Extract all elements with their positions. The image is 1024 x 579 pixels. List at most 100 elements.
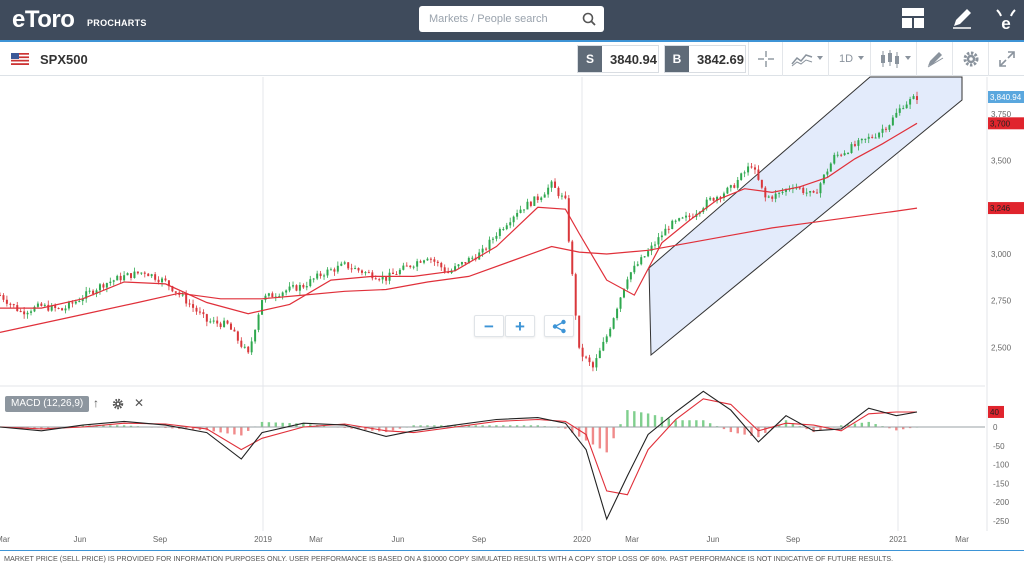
histogram-bar-positive bbox=[467, 425, 471, 427]
candle-up bbox=[716, 196, 719, 201]
indicators-button[interactable] bbox=[870, 42, 916, 76]
candle-up bbox=[726, 187, 729, 194]
candle-up bbox=[616, 308, 619, 319]
candle-down bbox=[302, 284, 305, 288]
candle-down bbox=[371, 272, 374, 279]
time-tick-label: Sep bbox=[786, 535, 801, 544]
time-tick-label: Sep bbox=[153, 535, 168, 544]
zoom-out-button[interactable]: − bbox=[474, 315, 504, 337]
candle-down bbox=[136, 271, 139, 274]
share-button[interactable] bbox=[544, 315, 574, 337]
histogram-bar-negative bbox=[233, 427, 236, 435]
candle-up bbox=[660, 235, 663, 238]
candle-up bbox=[95, 290, 98, 294]
histogram-bar-positive bbox=[122, 425, 126, 427]
candle-up bbox=[298, 284, 301, 291]
macd-indicator-label[interactable]: MACD (12,26,9) bbox=[5, 396, 90, 412]
ascending-channel[interactable] bbox=[648, 76, 963, 357]
candle-down bbox=[357, 268, 360, 271]
histogram-bar-positive bbox=[481, 425, 484, 427]
candle-up bbox=[509, 222, 512, 226]
candle-up bbox=[105, 283, 108, 288]
etoro-logo[interactable]: eToro bbox=[12, 6, 75, 33]
close-icon[interactable]: ✕ bbox=[134, 396, 145, 410]
up-arrow-icon[interactable]: ↑ bbox=[93, 396, 99, 410]
candle-down bbox=[198, 311, 201, 313]
search-box[interactable]: Markets / People search bbox=[419, 6, 604, 32]
candle-down bbox=[464, 262, 467, 264]
candle-down bbox=[319, 273, 322, 277]
histogram-bar-positive bbox=[529, 425, 533, 427]
candle-up bbox=[354, 268, 357, 270]
candle-down bbox=[760, 179, 763, 188]
histogram-bar-positive bbox=[412, 425, 415, 427]
sell-price-box[interactable]: S 3840.94 bbox=[577, 45, 659, 73]
histogram-bar-positive bbox=[509, 425, 512, 427]
candle-up bbox=[740, 173, 743, 180]
search-icon[interactable] bbox=[582, 12, 596, 26]
histogram-bar-negative bbox=[743, 427, 746, 435]
time-tick-label: Jun bbox=[74, 535, 87, 544]
layout-icon[interactable] bbox=[902, 8, 924, 28]
price-tag-bg bbox=[988, 91, 1024, 103]
candle-up bbox=[664, 228, 667, 236]
candle-up bbox=[398, 269, 401, 275]
chevron-down-icon bbox=[817, 56, 823, 60]
candle-up bbox=[678, 218, 681, 221]
macd-axis: 0 -50 -100 -150 -200 -250 bbox=[993, 423, 1010, 526]
candle-down bbox=[195, 307, 198, 312]
drawing-tools-button[interactable] bbox=[916, 42, 952, 76]
candle-down bbox=[240, 340, 243, 347]
candle-up bbox=[316, 273, 319, 279]
candle-down bbox=[443, 267, 446, 272]
candle-up bbox=[112, 280, 115, 282]
candle-up bbox=[654, 244, 656, 246]
candle-up bbox=[88, 290, 91, 292]
histogram-bar-positive bbox=[474, 425, 477, 427]
candle-up bbox=[98, 284, 101, 291]
histogram-bar-positive bbox=[274, 422, 277, 427]
candle-up bbox=[523, 209, 525, 211]
candle-up bbox=[895, 112, 898, 118]
fullscreen-button[interactable] bbox=[988, 42, 1024, 76]
candle-down bbox=[529, 201, 532, 206]
settings-button[interactable] bbox=[952, 42, 988, 76]
buy-tag: B bbox=[665, 46, 689, 72]
candles bbox=[0, 91, 918, 372]
candle-up bbox=[626, 279, 629, 289]
candle-up bbox=[857, 140, 860, 146]
gear-icon[interactable] bbox=[112, 398, 124, 410]
buy-price-box[interactable]: B 3842.69 bbox=[664, 45, 746, 73]
candle-up bbox=[864, 138, 867, 140]
candle-down bbox=[853, 144, 856, 146]
pencil-icon[interactable] bbox=[950, 6, 974, 30]
price-tags: 3,840.94 3,700 3,246 40 bbox=[988, 91, 1024, 418]
candle-up bbox=[467, 257, 470, 264]
candle-down bbox=[884, 128, 887, 130]
chart-type-button[interactable] bbox=[782, 42, 828, 76]
zoom-in-button[interactable]: + bbox=[505, 315, 535, 337]
etoro-e-icon[interactable]: e bbox=[994, 7, 1018, 31]
candle-up bbox=[843, 153, 846, 156]
candle-down bbox=[591, 362, 594, 368]
candle-down bbox=[295, 285, 298, 291]
price-tag-bg bbox=[988, 117, 1024, 130]
candle-down bbox=[47, 304, 50, 311]
time-tick-label: 2019 bbox=[254, 535, 272, 544]
candle-down bbox=[588, 357, 591, 363]
macd-tick-label: -150 bbox=[993, 479, 1010, 488]
candle-up bbox=[36, 303, 39, 307]
candle-down bbox=[92, 290, 95, 294]
crosshair-button[interactable] bbox=[748, 42, 782, 76]
timeframe-dropdown[interactable]: 1D bbox=[828, 42, 870, 76]
candle-up bbox=[836, 154, 839, 156]
candle-up bbox=[826, 171, 829, 175]
candle-up bbox=[605, 336, 608, 342]
candle-up bbox=[888, 125, 891, 130]
candle-up bbox=[243, 346, 246, 348]
macd-tag-label: 40 bbox=[990, 408, 999, 417]
candle-down bbox=[130, 273, 132, 278]
candle-down bbox=[378, 279, 381, 281]
disclaimer-text: MARKET PRICE (SELL PRICE) IS PROVIDED FO… bbox=[4, 554, 894, 563]
